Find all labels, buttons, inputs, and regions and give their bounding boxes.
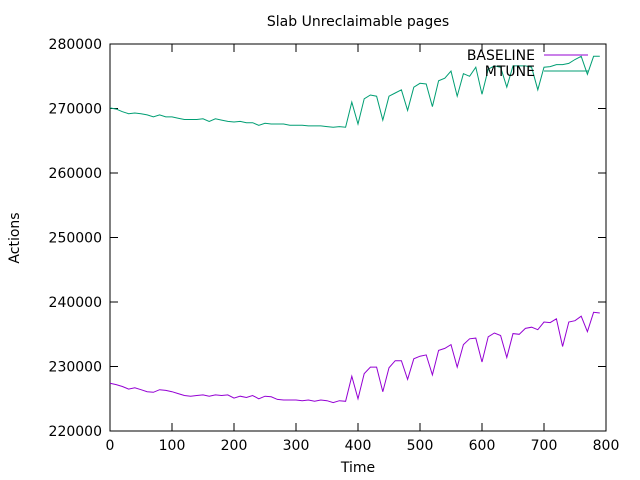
y-tick-label: 220000 [49, 424, 102, 440]
x-tick-label: 700 [531, 438, 558, 454]
plot-border [109, 43, 607, 432]
y-tick-label: 250000 [49, 231, 102, 247]
series-line-mtune [109, 55, 600, 128]
legend-label-baseline: BASELINE [467, 48, 535, 64]
series-line-baseline [109, 311, 600, 404]
x-axis-label: Time [340, 460, 375, 476]
x-tick-label: 300 [283, 438, 310, 454]
y-tick-label: 240000 [49, 295, 102, 311]
y-axis: 220000 230000 240000 250000 260000 270000 2800… [49, 37, 606, 440]
x-tick-label: 600 [469, 438, 496, 454]
y-tick-label: 260000 [49, 166, 102, 182]
y-tick-label: 230000 [49, 360, 102, 376]
y-tick-label: 280000 [49, 37, 102, 53]
x-tick-label: 200 [221, 438, 248, 454]
legend-label-mtune: MTUNE [485, 64, 535, 80]
x-tick-label: 400 [345, 438, 372, 454]
x-tick-label: 800 [593, 438, 620, 454]
plot-frame [109, 43, 607, 432]
chart-title: Slab Unreclaimable pages [267, 14, 449, 30]
y-axis-label: Actions [7, 212, 23, 263]
series-lines [109, 55, 600, 404]
x-tick-label: 500 [407, 438, 434, 454]
x-axis: 0 100 200 300 400 500 600 700 800 [106, 44, 620, 454]
x-tick-label: 100 [159, 438, 186, 454]
x-tick-label: 0 [106, 438, 115, 454]
y-tick-label: 270000 [49, 102, 102, 118]
